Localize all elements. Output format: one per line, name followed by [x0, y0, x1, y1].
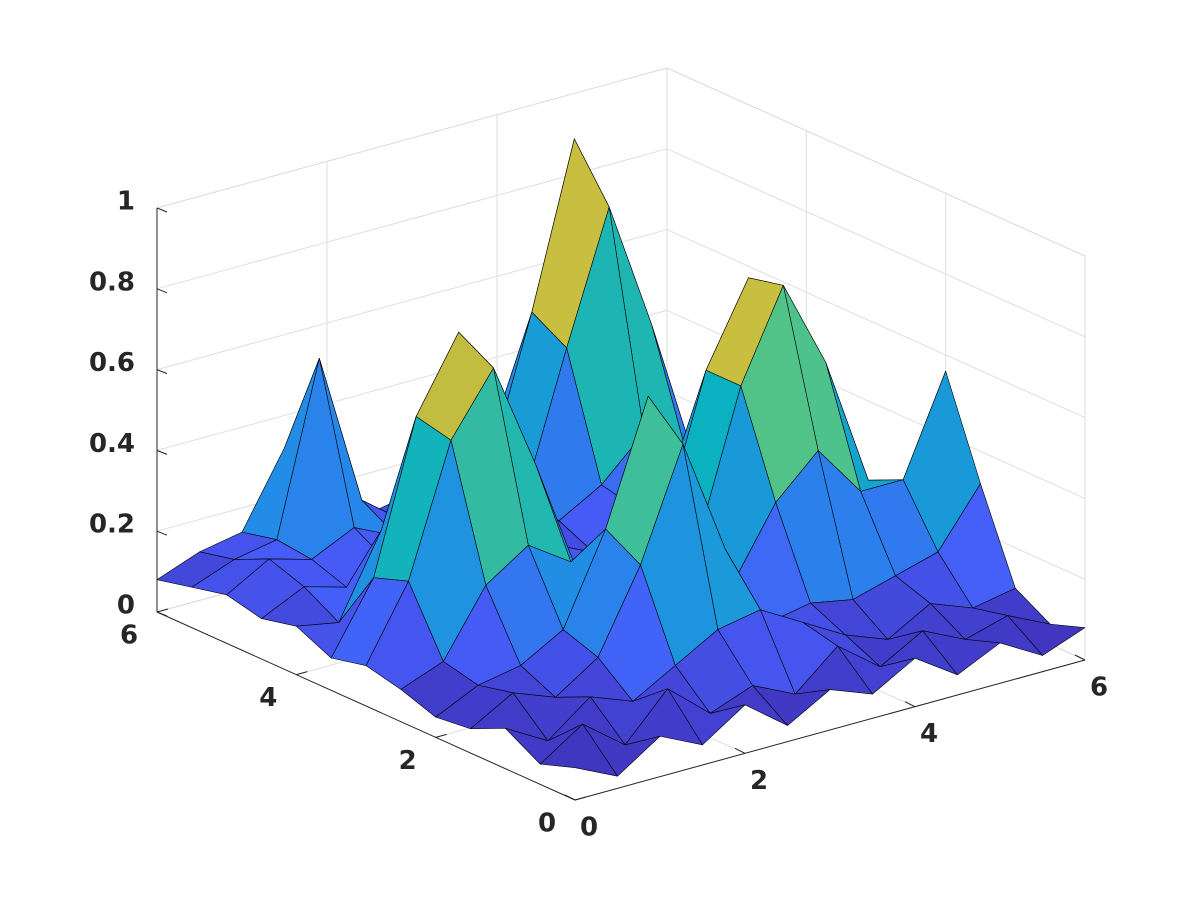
z-tick: [156, 611, 168, 617]
z-tick-label: 0.6: [89, 348, 135, 378]
z-tick: [156, 530, 168, 536]
grid-line: [666, 148, 1086, 338]
z-tick-label: 0.8: [89, 267, 135, 297]
z-tick: [156, 207, 168, 213]
x-tick-label: 0: [580, 813, 598, 843]
y-tick-label: 2: [399, 746, 417, 776]
x-tick: [734, 747, 746, 754]
y-tick-label: 0: [538, 809, 556, 839]
z-tick-label: 0.4: [89, 429, 135, 459]
axis-line: [574, 659, 1086, 801]
axis-line: [156, 611, 576, 801]
x-tick: [564, 794, 576, 801]
x-tick-label: 6: [1090, 673, 1108, 703]
z-tick-label: 0.2: [89, 510, 135, 540]
x-tick: [1074, 654, 1086, 661]
y-tick: [296, 671, 308, 676]
y-tick: [435, 733, 447, 738]
x-tick: [904, 701, 916, 708]
z-tick: [156, 369, 168, 375]
y-tick-label: 6: [120, 621, 138, 651]
z-tick: [156, 449, 168, 455]
surface-face: [539, 723, 618, 777]
y-tick: [156, 608, 169, 613]
grid-line: [156, 67, 668, 209]
x-tick-label: 2: [750, 766, 768, 796]
grid-line: [666, 67, 1086, 257]
z-tick-label: 1: [117, 187, 135, 217]
z-tick-label: 0: [117, 591, 135, 621]
y-tick: [574, 796, 587, 801]
x-tick-label: 4: [920, 719, 938, 749]
grid-line: [666, 229, 1086, 419]
z-tick: [156, 288, 168, 294]
y-tick-label: 4: [259, 683, 277, 713]
